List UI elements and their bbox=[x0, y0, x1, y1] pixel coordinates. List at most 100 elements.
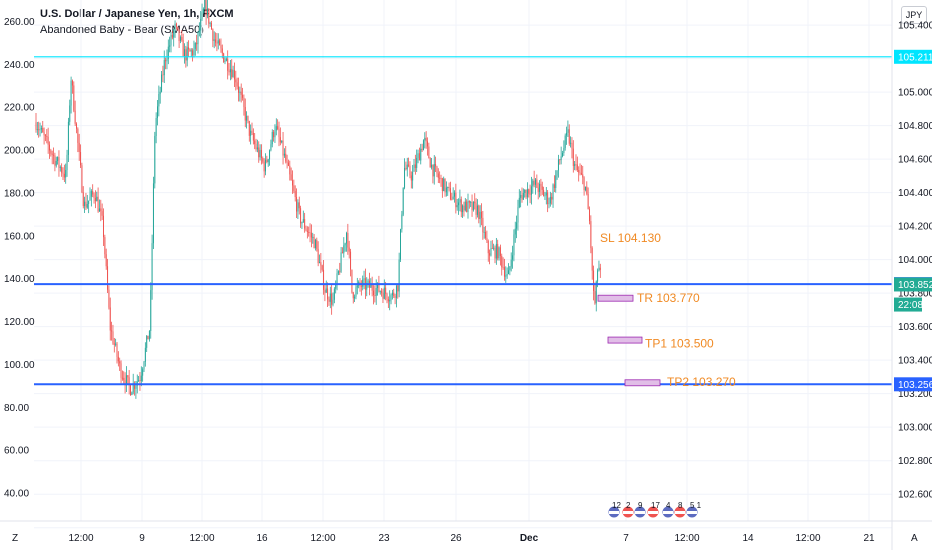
candle-body bbox=[575, 164, 577, 166]
candle-body bbox=[225, 58, 227, 61]
candle-body bbox=[378, 282, 380, 292]
candle-body bbox=[375, 288, 377, 296]
candle-body bbox=[471, 202, 473, 211]
event-count: 4 bbox=[666, 501, 671, 510]
timezone-corner[interactable]: Z bbox=[12, 533, 18, 544]
tp2-label: TP2 103.270 bbox=[667, 375, 736, 389]
support-lower-label-text: 103.256 bbox=[898, 380, 932, 391]
tr-box[interactable] bbox=[597, 294, 634, 302]
candle-body bbox=[117, 356, 119, 362]
candle-body bbox=[522, 192, 524, 200]
left-tick-label: 100.00 bbox=[4, 360, 35, 371]
candle-body bbox=[394, 295, 396, 298]
candle-body bbox=[427, 141, 428, 147]
candle-body bbox=[221, 48, 223, 54]
candle-body bbox=[289, 165, 291, 175]
candle-body bbox=[197, 32, 199, 45]
candle-body bbox=[406, 164, 408, 170]
event-marker[interactable]: 2 bbox=[621, 501, 635, 519]
candle-body bbox=[570, 142, 572, 144]
candle-body bbox=[389, 299, 391, 302]
currency-button[interactable]: JPY bbox=[901, 6, 927, 24]
event-flag-stripe bbox=[635, 511, 645, 514]
countdown-text: 22:08 bbox=[898, 300, 923, 311]
candle-body bbox=[175, 23, 177, 27]
event-marker[interactable]: 4 bbox=[661, 501, 675, 519]
candle-body bbox=[367, 280, 369, 283]
candle-body bbox=[593, 270, 595, 292]
event-flag-stripe bbox=[609, 511, 619, 514]
event-marker[interactable]: 5 1 bbox=[685, 501, 702, 519]
candle-body bbox=[50, 150, 52, 154]
candle-body bbox=[549, 196, 551, 204]
candle-body bbox=[184, 49, 185, 57]
candle-body bbox=[337, 271, 339, 274]
events[interactable]: 12 2 9 17 4 8 5 1 bbox=[607, 501, 702, 519]
candle-body bbox=[412, 171, 414, 181]
event-marker[interactable]: 8 bbox=[673, 501, 687, 519]
event-marker[interactable]: 12 bbox=[607, 501, 621, 519]
candle-body bbox=[181, 37, 183, 40]
event-marker[interactable]: 17 bbox=[646, 501, 660, 519]
candle-body bbox=[252, 132, 254, 141]
candle-body bbox=[460, 199, 462, 213]
candle-body bbox=[131, 392, 133, 396]
candle-body bbox=[467, 201, 469, 212]
candle-body bbox=[53, 154, 55, 156]
horizontal-lines[interactable] bbox=[34, 56, 892, 386]
candle-body bbox=[466, 201, 468, 212]
candle-body bbox=[193, 48, 195, 56]
candle-body bbox=[260, 149, 262, 159]
candle-body bbox=[46, 135, 48, 137]
candle-body bbox=[286, 161, 288, 163]
x-tick-label: 16 bbox=[256, 533, 268, 544]
candle-body bbox=[38, 129, 40, 131]
candle-body bbox=[533, 180, 535, 185]
x-tick-label: 14 bbox=[742, 533, 754, 544]
event-marker[interactable]: 9 bbox=[633, 501, 647, 519]
candle-body bbox=[356, 285, 358, 288]
candle-body bbox=[81, 165, 83, 193]
candle-body bbox=[598, 267, 600, 271]
candle-body bbox=[98, 208, 100, 212]
candle-body bbox=[387, 299, 389, 302]
candle-body bbox=[84, 201, 86, 207]
left-tick-label: 60.00 bbox=[4, 446, 29, 457]
candle-body bbox=[171, 34, 173, 38]
candle-body bbox=[530, 186, 532, 195]
candle-body bbox=[134, 383, 136, 389]
candle-body bbox=[242, 94, 244, 98]
candle-body bbox=[363, 278, 365, 280]
candle-body bbox=[398, 259, 400, 292]
candle-body bbox=[256, 147, 258, 150]
last-price-label: 103.852 bbox=[894, 277, 932, 292]
candle-body bbox=[224, 60, 226, 63]
candle-body bbox=[277, 126, 279, 129]
candle-body bbox=[454, 192, 455, 197]
candle-body bbox=[327, 288, 329, 300]
candle-body bbox=[333, 288, 335, 300]
right-tick-label: 103.800 bbox=[898, 289, 932, 300]
candle-body bbox=[401, 214, 403, 230]
tp2-box[interactable] bbox=[624, 379, 661, 387]
candle-body bbox=[255, 143, 257, 150]
tp1-box[interactable] bbox=[607, 336, 643, 344]
candle-body bbox=[571, 142, 573, 149]
candle-body bbox=[568, 129, 570, 144]
candle-body bbox=[551, 196, 553, 200]
event-flag-stripe bbox=[663, 511, 673, 514]
candle-body bbox=[591, 248, 593, 271]
candle-body bbox=[51, 153, 53, 155]
candle-body bbox=[433, 164, 435, 177]
candle-body bbox=[89, 196, 91, 201]
candle-body bbox=[192, 50, 194, 56]
candle-body bbox=[510, 259, 512, 267]
auto-scale-button[interactable]: A bbox=[911, 533, 918, 544]
candle-body bbox=[373, 290, 374, 296]
target-boxes[interactable] bbox=[597, 294, 661, 387]
candle-body bbox=[36, 129, 38, 131]
candle-body bbox=[587, 193, 589, 210]
candle-body bbox=[104, 237, 106, 255]
